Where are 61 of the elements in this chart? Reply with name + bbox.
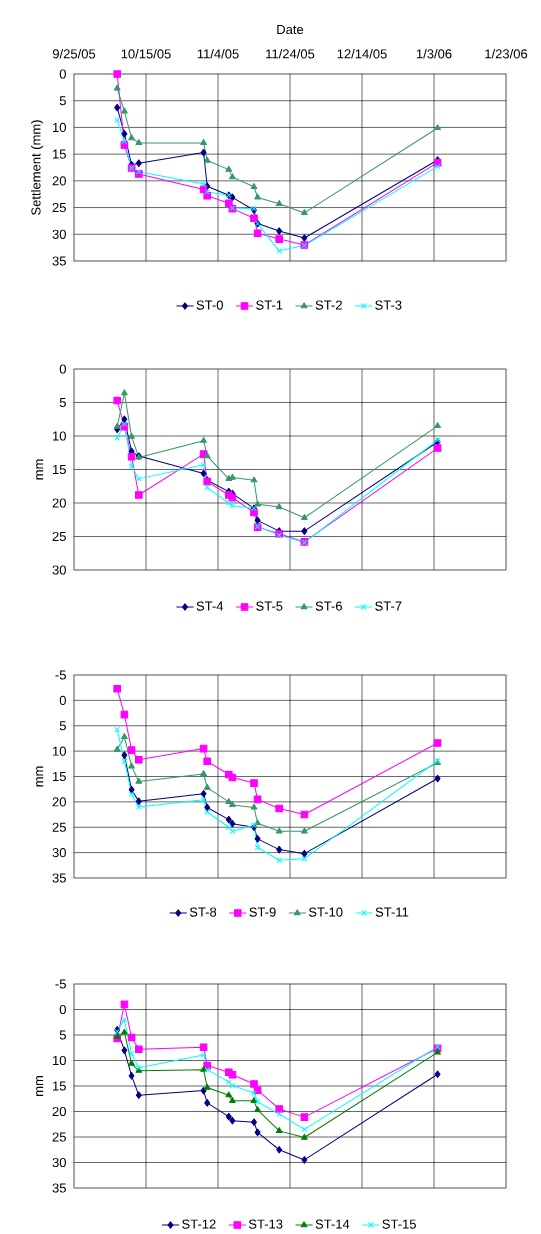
y-tick-label: 0 — [59, 69, 66, 79]
y-axis-title: Settlement (mm) — [31, 120, 44, 215]
y-tick-label: 35 — [52, 256, 66, 266]
legend-label: ST-8 — [189, 907, 217, 917]
y-tick-label: 30 — [52, 565, 66, 575]
x-tick-label: 1/3/06 — [416, 48, 452, 59]
legend-label: ST-13 — [248, 1219, 283, 1229]
y-tick-label: 20 — [52, 797, 66, 807]
y-tick-label: 5 — [59, 96, 66, 106]
legend-label: ST-15 — [382, 1219, 416, 1229]
legend-label: ST-14 — [315, 1219, 350, 1229]
x-tick-label: 11/4/05 — [197, 48, 239, 59]
y-tick-label: 10 — [53, 1055, 66, 1066]
y-axis-title: mm — [36, 766, 44, 787]
y-tick-label: 20 — [52, 1106, 66, 1117]
y-axis-title: mm — [36, 459, 44, 480]
x-tick-label: 1/23/06 — [485, 48, 528, 59]
y-tick-label: -5 — [55, 670, 66, 680]
legend-label: ST-12 — [182, 1219, 216, 1229]
y-tick-label: 30 — [52, 848, 66, 858]
y-tick-label: 5 — [59, 1030, 66, 1040]
x-axis-title: Date — [277, 24, 304, 35]
y-tick-label: 0 — [59, 695, 66, 705]
y-tick-label: 15 — [53, 1081, 66, 1091]
y-tick-label: 10 — [53, 431, 66, 441]
y-tick-label: 25 — [52, 822, 66, 832]
y-axis-title: mm — [36, 1076, 44, 1096]
legend-label: ST-10 — [308, 907, 343, 917]
y-tick-label: 5 — [59, 721, 66, 731]
y-tick-label: 30 — [52, 229, 66, 239]
legend-label: ST-4 — [196, 601, 224, 611]
y-tick-label: 20 — [52, 176, 66, 186]
legend-label: ST-6 — [315, 601, 342, 611]
y-tick-label: 15 — [53, 464, 66, 475]
y-tick-label: 0 — [59, 364, 66, 374]
legend-label: ST-9 — [249, 907, 276, 917]
x-tick-label: 11/24/05 — [266, 48, 315, 59]
y-tick-label: 15 — [53, 149, 66, 159]
y-tick-label: 35 — [52, 1183, 66, 1193]
legend-label: ST-7 — [375, 601, 402, 611]
legend-label: ST-3 — [375, 300, 402, 310]
x-tick-label: 12/14/05 — [337, 48, 387, 59]
y-tick-label: -5 — [55, 979, 66, 989]
y-tick-label: 10 — [53, 122, 66, 133]
legend-label: ST-5 — [256, 601, 283, 611]
y-tick-label: 35 — [52, 873, 66, 883]
y-tick-label: 15 — [53, 771, 66, 782]
y-tick-label: 5 — [59, 397, 66, 408]
y-tick-label: 25 — [52, 202, 66, 213]
legend-label: ST-0 — [196, 300, 223, 310]
y-tick-label: 25 — [52, 531, 66, 542]
y-tick-label: 25 — [52, 1132, 66, 1142]
y-tick-label: 10 — [53, 746, 66, 756]
y-tick-label: 20 — [52, 498, 66, 508]
x-tick-label: 9/25/05 — [52, 48, 96, 59]
y-tick-label: 0 — [59, 1004, 66, 1015]
legend-label: ST-2 — [315, 300, 342, 310]
y-tick-label: 30 — [52, 1157, 66, 1168]
legend-label: ST-11 — [375, 907, 409, 917]
x-tick-label: 10/15/05 — [121, 48, 171, 59]
legend-label: ST-1 — [256, 300, 283, 310]
